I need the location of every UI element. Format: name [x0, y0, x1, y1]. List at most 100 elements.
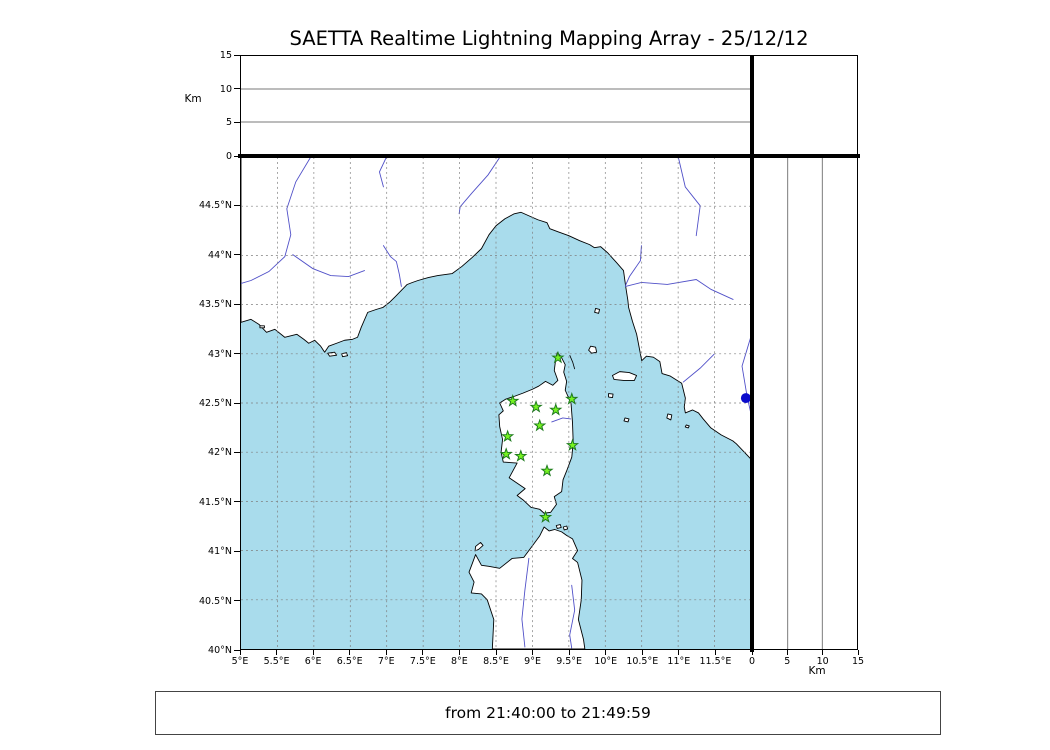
corsica-island — [498, 352, 574, 514]
tick-mark — [234, 451, 240, 453]
station-star-marker — [533, 418, 547, 432]
lma-stations — [499, 350, 580, 523]
map-gridlines — [241, 157, 751, 649]
tick-mark — [349, 650, 351, 655]
station-star-marker — [506, 394, 520, 407]
altitude-longitude-plot — [241, 88, 751, 123]
station-star-marker — [549, 402, 563, 416]
tick-mark — [234, 155, 240, 157]
station-star-marker — [540, 463, 554, 477]
tick-mark — [751, 650, 753, 655]
map-panel — [240, 156, 752, 650]
altitude-tick-label-left: 10 — [219, 83, 232, 95]
altitude-latitude-plot — [787, 157, 823, 649]
tick-mark — [234, 88, 240, 90]
lon-tick-label: 11°E — [667, 656, 691, 667]
lat-tick-label: 44.5°N — [198, 200, 232, 212]
station-star-marker — [529, 400, 543, 413]
tick-mark — [234, 402, 240, 404]
lon-tick-label: 9°E — [524, 656, 541, 667]
tick-mark — [234, 353, 240, 355]
sardinia-island — [468, 526, 586, 649]
tick-mark — [276, 650, 278, 655]
tick-mark — [234, 254, 240, 256]
tick-mark — [422, 650, 424, 655]
islet-chain — [569, 355, 576, 370]
tick-mark — [458, 650, 460, 655]
panel-divider-vertical — [750, 55, 754, 652]
tick-mark — [495, 650, 497, 655]
panel-divider-horizontal — [238, 154, 860, 158]
lon-tick-label: 8°E — [451, 656, 468, 667]
tick-mark — [239, 650, 241, 655]
lon-tick-label: 8.5°E — [483, 656, 509, 667]
tick-mark — [312, 650, 314, 655]
tick-mark — [234, 501, 240, 503]
tick-mark — [822, 650, 824, 655]
tick-mark — [714, 650, 716, 655]
altitude-axis-label-bottom: Km — [808, 665, 826, 677]
mainland-coast — [241, 157, 751, 460]
tick-mark — [857, 650, 859, 655]
station-star-marker — [501, 429, 515, 443]
altitude-tick-label-bottom: 5 — [784, 656, 791, 667]
lon-tick-label: 11.5°E — [699, 656, 732, 667]
station-star-marker — [565, 392, 579, 405]
lat-tick-label: 42.5°N — [198, 398, 232, 409]
lon-tick-label: 6°E — [304, 656, 322, 667]
tick-mark — [641, 650, 643, 655]
small-islands — [259, 307, 690, 552]
station-star-marker — [514, 449, 528, 462]
altitude-tick-label-bottom: 0 — [748, 656, 756, 667]
altitude-tick-label-bottom: 10 — [816, 656, 829, 667]
lon-tick-label: 5.5°E — [263, 656, 290, 667]
lon-tick-label: 7°E — [377, 656, 395, 667]
station-star-marker — [551, 350, 565, 364]
lon-tick-label: 7.5°E — [409, 656, 436, 667]
tick-mark — [678, 650, 680, 655]
altitude-tick-label-left: 0 — [225, 151, 232, 162]
lat-tick-label: 42°N — [208, 447, 232, 459]
rivers — [241, 157, 751, 649]
altitude-tick-label-left: 5 — [225, 117, 232, 129]
station-star-marker — [538, 510, 553, 523]
map — [241, 157, 751, 649]
lat-tick-label: 40.5°N — [198, 595, 232, 607]
tick-mark — [385, 650, 387, 655]
lat-tick-label: 43°N — [208, 348, 232, 360]
tick-mark — [234, 204, 240, 206]
lon-tick-label: 6.5°E — [336, 656, 363, 667]
lat-tick-label: 44°N — [208, 249, 232, 261]
lat-tick-label: 41.5°N — [198, 496, 232, 508]
figure-title: SAETTA Realtime Lightning Mapping Array … — [289, 27, 809, 50]
tick-mark — [234, 550, 240, 552]
tick-mark — [786, 650, 788, 655]
lat-tick-label: 43.5°N — [198, 299, 232, 311]
corner-panel — [752, 55, 858, 156]
tick-mark — [234, 303, 240, 305]
lightning-sources — [740, 393, 751, 404]
tick-mark — [532, 650, 534, 655]
time-range-box: from 21:40:00 to 21:49:59 — [155, 691, 941, 735]
tick-mark — [234, 600, 240, 602]
tick-mark — [234, 54, 240, 56]
tick-mark — [568, 650, 570, 655]
lat-tick-label: 40°N — [208, 645, 232, 656]
lightning-source-dot — [740, 393, 751, 404]
time-range-text: from 21:40:00 to 21:49:59 — [445, 704, 651, 722]
lon-tick-label: 10.5°E — [626, 656, 659, 667]
lat-tick-label: 41°N — [208, 546, 232, 558]
lon-tick-label: 5°E — [231, 656, 249, 667]
tick-mark — [234, 649, 240, 651]
altitude-tick-label-left: 15 — [219, 50, 232, 61]
lon-tick-label: 10°E — [594, 656, 618, 667]
station-star-marker — [499, 447, 513, 460]
tick-mark — [605, 650, 607, 655]
altitude-axis-label-left: Km — [184, 93, 202, 105]
tick-mark — [234, 121, 240, 123]
altitude-latitude-panel — [752, 156, 858, 650]
station-star-marker — [565, 438, 580, 451]
lon-tick-label: 9.5°E — [556, 656, 583, 667]
altitude-tick-label-bottom: 15 — [851, 656, 865, 667]
